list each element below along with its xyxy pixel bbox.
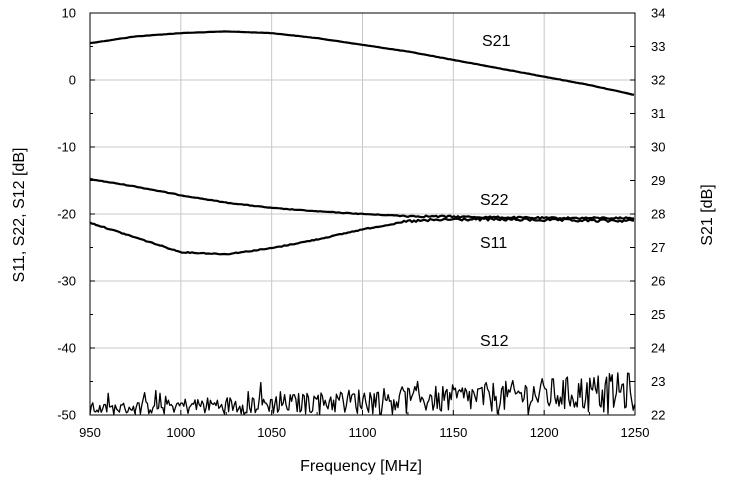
x-tick-label: 950 [79,425,101,440]
x-tick-label: 1000 [166,425,195,440]
series-s11-line [89,216,635,256]
series-s21-line [89,30,635,96]
series-label-s21: S21 [482,33,511,50]
y-right-tick-label: 33 [651,39,665,54]
grid [90,13,635,415]
x-tick-label: 1200 [530,425,559,440]
y-right-tick-label: 29 [651,173,665,188]
y-right-tick-label: 22 [651,408,665,423]
series-label-s22: S22 [480,192,509,209]
y-left-tick-label: -10 [57,140,76,155]
y-right-tick-label: 30 [651,140,665,155]
y-right-tick-label: 23 [651,374,665,389]
y-left-tick-label: -40 [57,341,76,356]
y-right-tick-label: 32 [651,73,665,88]
y-left-tick-label: -50 [57,408,76,423]
y-axis-label-right: S21 [dB] [699,184,716,245]
y-right-tick-label: 31 [651,106,665,121]
series-labels: S21 S22 S11 S12 [480,33,511,350]
x-tick-label: 1050 [257,425,286,440]
y-axis-label-left: S11, S22, S12 [dB] [11,148,28,283]
y-left-tick-label: -20 [57,207,76,222]
y-right-tick-label: 24 [651,341,665,356]
series-layer [89,30,636,416]
x-tick-label: 1100 [349,425,377,440]
y-right-tick-label: 34 [651,6,665,21]
series-s22-line [89,177,635,220]
y-left-tick-label: 10 [62,6,76,21]
x-tick-label: 1250 [621,425,650,440]
y-left-tick-label: 0 [69,73,76,88]
ticks [89,12,636,416]
series-label-s12: S12 [480,333,509,350]
x-tick-label: 1150 [439,425,467,440]
series-label-s11: S11 [480,235,507,252]
y-right-tick-label: 28 [651,207,665,222]
y-right-tick-label: 27 [651,240,665,255]
tick-labels: 950 1000 1050 1100 1150 1200 1250 10 0 -10 -20 -30 -… [57,6,665,441]
x-axis-label: Frequency [MHz] [300,458,422,475]
y-left-tick-label: -30 [57,274,76,289]
plot-frame [89,12,636,416]
y-right-tick-label: 25 [651,307,665,322]
y-right-tick-label: 26 [651,274,665,289]
series-s12-line [89,372,636,416]
